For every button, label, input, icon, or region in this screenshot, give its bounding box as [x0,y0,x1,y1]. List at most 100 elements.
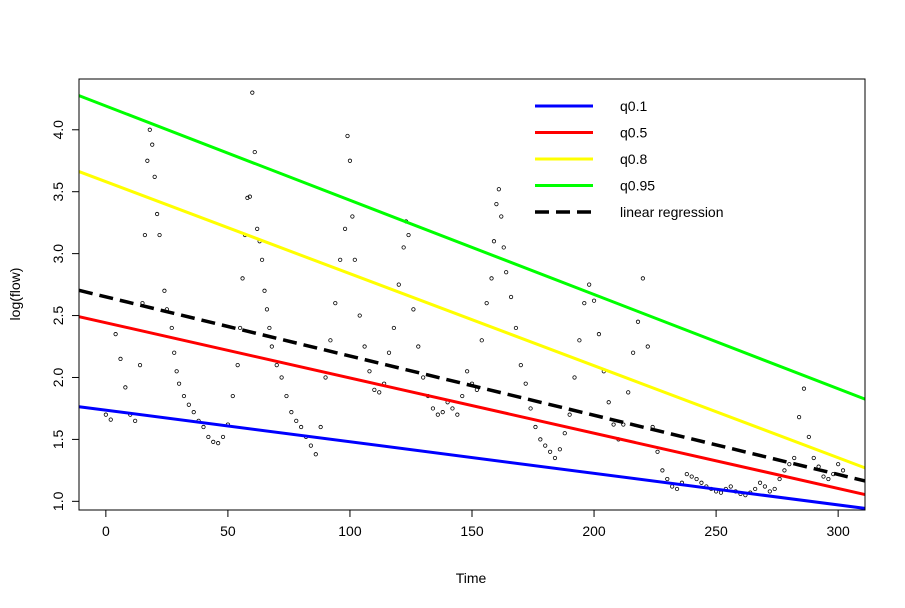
data-point [357,313,362,318]
data-point [169,325,174,331]
y-axis-label: log(flow) [7,268,23,321]
data-point [401,245,406,250]
data-point [181,393,187,399]
data-point [255,226,260,231]
data-point [753,486,758,492]
data-point [508,294,514,300]
data-point [235,362,240,368]
x-axis-label: Time [456,570,487,586]
line-q0-8 [78,170,866,470]
x-tick-label: 250 [704,523,728,539]
data-point [416,344,421,349]
data-point [501,245,506,250]
data-point [484,301,489,306]
data-point [552,455,558,461]
data-point [806,434,811,440]
data-point [840,468,846,473]
data-point [137,362,143,368]
data-point [345,133,350,139]
data-point [323,375,328,380]
data-point [150,142,155,147]
data-point [220,434,226,440]
data-point [694,476,699,482]
data-point [289,410,294,415]
data-point [250,90,255,95]
data-point [142,232,148,238]
data-point [635,319,641,324]
data-point [538,437,543,442]
data-point [836,462,841,467]
data-point [631,350,636,355]
data-point [767,489,772,494]
data-point [757,480,763,485]
data-point [587,282,592,287]
x-tick-label: 150 [460,523,484,539]
y-tick-label: 2.5 [50,306,66,326]
data-point [347,158,353,163]
data-point [377,390,382,395]
data-point [238,325,243,331]
data-point [247,194,252,199]
data-point [269,344,274,349]
data-point [333,301,338,306]
data-point [352,257,357,262]
data-point [201,424,206,430]
data-point [328,338,333,343]
legend-label: q0.8 [620,151,647,167]
data-point [172,350,177,355]
data-point [147,127,152,132]
data-point [162,288,167,293]
data-point [491,239,497,244]
x-tick-label: 200 [582,523,606,539]
data-point [533,424,538,430]
data-point [684,471,689,477]
data-point [252,149,257,155]
data-point [450,406,455,411]
data-point [308,443,313,448]
data-point [689,474,694,479]
data-point [777,476,782,482]
data-point [655,449,660,454]
y-tick-label: 3.5 [50,182,66,202]
data-point [318,424,323,430]
data-point [152,174,157,179]
data-point [465,369,470,374]
data-point [782,468,787,473]
data-point [762,484,768,489]
data-point [577,338,582,343]
plot-frame [78,78,866,511]
data-point [299,424,304,430]
y-tick-label: 4.0 [50,120,66,140]
scatter-points [103,90,846,498]
data-point [513,325,519,331]
data-point [562,431,567,436]
data-point [240,276,245,281]
data-point [504,270,509,275]
data-point [264,307,270,312]
data-point [386,350,392,355]
data-point [591,298,597,303]
data-point [430,406,436,411]
data-point [191,410,196,415]
data-point [421,375,426,380]
data-point [494,201,499,207]
data-point [718,490,724,495]
data-point [460,393,465,399]
data-point [792,455,797,461]
data-point [362,344,367,349]
data-point [350,214,355,219]
data-point [372,387,377,392]
data-point [211,439,216,444]
data-point [262,288,267,293]
x-tick-label: 100 [338,523,362,539]
data-point [123,385,128,390]
data-point [518,362,523,368]
line-linear-regression [78,288,866,483]
data-point [528,406,533,411]
y-tick-label: 1.0 [50,491,66,511]
data-point [176,381,182,386]
data-point [230,393,235,399]
legend-label: q0.1 [620,98,647,114]
data-point [611,422,616,427]
